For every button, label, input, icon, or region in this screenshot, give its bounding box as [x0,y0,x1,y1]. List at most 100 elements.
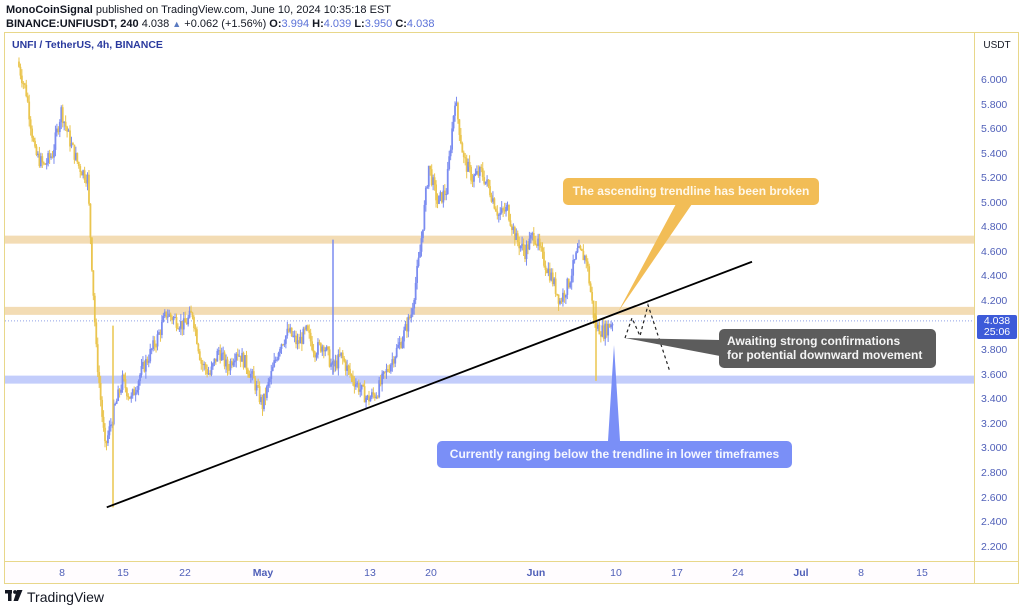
candle-up [217,350,220,352]
candle-up [150,348,153,350]
ascending-trendline [106,260,753,509]
candle-down [461,143,464,153]
candle-down [22,83,25,85]
price-axis[interactable]: USDT 6.000 5.800 5.600 5.400 5.200 5.000 4.800… [975,33,1019,561]
candle-up [149,348,152,362]
candle-up [427,165,430,187]
candle-up [168,313,171,317]
candle-up [473,175,475,182]
last-price-value: 4.038 [983,314,1011,327]
candle-down [429,165,432,170]
candle-up [140,365,143,375]
high-value: 4.039 [323,18,352,30]
candle-up [238,355,241,357]
candle-up [120,389,122,393]
candle-up [499,212,502,215]
chart-frame [4,32,1019,584]
close-label: C: [395,18,407,30]
candle-up [337,354,340,369]
candle-up [572,260,575,276]
candle-down [73,144,76,160]
callout-awaiting-line1: Awaiting strong confirmations [727,334,901,348]
candle-down [591,291,594,301]
candle-down [48,153,51,158]
time-tick: 22 [179,567,191,579]
candle-up [398,342,401,345]
candle-up [292,335,295,337]
candle-down [236,353,239,357]
candle-up [152,340,155,349]
candle-down [387,369,389,371]
candle-down [32,137,35,141]
candle-down [42,162,45,164]
candle-up [445,194,448,196]
candle-down [582,250,585,261]
ohlc-line: BINANCE:UNFIUSDT, 240 4.038 ▲ +0.062 (+1… [6,17,434,31]
candle-up [321,346,324,352]
candle-down [379,380,382,385]
candle-down [489,186,491,196]
candle-up [235,353,238,361]
candle-down [282,344,284,346]
candle-up [475,171,478,174]
candle-up [273,360,276,367]
tradingview-logo[interactable]: TradingView [5,589,104,605]
candle-up [505,207,507,212]
candle-up [147,361,150,363]
candle-down [405,324,408,332]
price-tick: 5.200 [981,172,1008,185]
candle-up [611,324,614,326]
currency-label[interactable]: USDT [983,40,1011,51]
low-label: L: [354,18,365,30]
candlestick-chart[interactable] [5,33,974,561]
price-tick: 3.800 [981,344,1008,357]
candle-up [553,278,556,285]
candle-down [219,350,222,361]
candle-up [370,392,373,398]
chart-symbol-title: UNFI / TetherUS, 4h, BINANCE [12,39,163,51]
candle-up [601,325,604,337]
candle-up [114,403,117,405]
candle-up [139,374,141,382]
candle-down [171,316,174,321]
candle-down [333,362,335,367]
candle-up [410,314,413,319]
candle-down [95,322,98,345]
candle-down [295,335,297,345]
price-tick: 4.400 [981,270,1008,283]
candle-down [38,153,41,167]
candle-up [58,122,61,133]
candle-up [346,365,349,371]
candle-down [264,393,267,398]
price-tick: 3.600 [981,368,1008,381]
author-name[interactable]: MonoCoinSignal [6,4,93,16]
candle-up [531,232,534,236]
candle-down [201,363,204,366]
candle-down [548,268,551,281]
candle-up [424,187,427,205]
candle-up [403,330,405,342]
candle-down [195,329,198,344]
candle-down [242,352,245,368]
candle-down [185,322,188,325]
candle-up [324,350,327,352]
candle-down [125,388,128,397]
candle-up [276,359,279,361]
time-axis[interactable]: 8 15 22 May 13 20 Jun 10 17 24 Jul 8 15 [5,562,974,583]
candle-down [123,374,125,380]
candle-down [300,336,303,344]
candle-down [245,355,248,370]
candle-up [537,238,540,246]
candle-down [592,300,595,318]
candle-up [108,426,111,436]
support-zone [5,375,974,384]
candle-down [254,378,257,391]
chart-plot-area[interactable] [5,33,974,561]
callout-awaiting-line2: for potential downward movement [727,348,923,362]
candle-down [79,166,82,172]
candle-down [314,352,316,358]
candle-down [159,332,162,335]
candle-up [213,358,216,364]
candle-up [255,385,258,391]
candle-up [610,324,612,328]
